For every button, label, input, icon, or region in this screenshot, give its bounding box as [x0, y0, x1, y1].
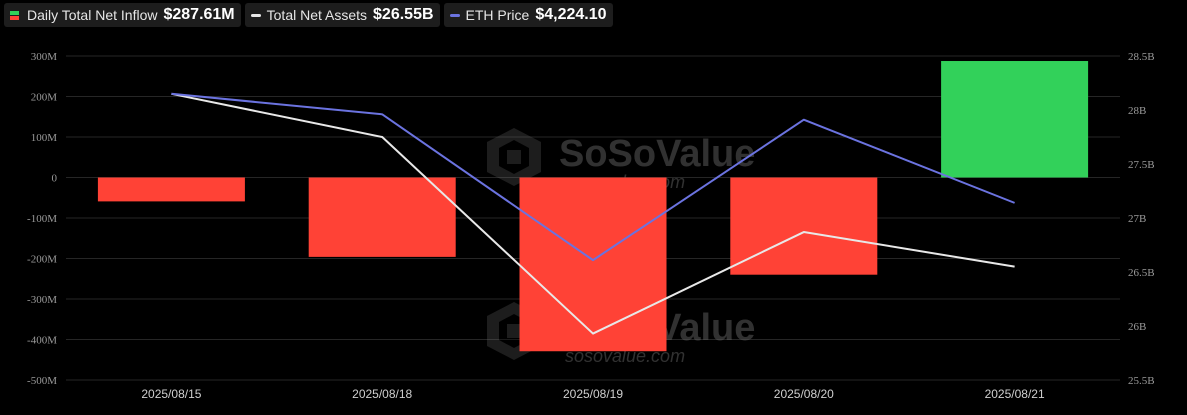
x-tick-label: 2025/08/19: [563, 387, 623, 401]
eth-swatch-icon: [449, 13, 460, 17]
left-tick-label: 300M: [31, 51, 58, 63]
bar-series: [97, 61, 1089, 352]
x-tick-label: 2025/08/15: [141, 387, 201, 401]
left-tick-label: -200M: [27, 254, 57, 266]
x-tick-label: 2025/08/21: [985, 387, 1045, 401]
left-tick-label: 0: [52, 173, 58, 185]
right-tick-label: 28B: [1128, 105, 1146, 117]
inflow-bar: [941, 61, 1089, 178]
left-tick-label: -300M: [27, 294, 57, 306]
inflow-bar: [308, 177, 456, 257]
right-tick-label: 26B: [1128, 321, 1146, 333]
legend-inflow-value: $287.61M: [163, 6, 235, 23]
x-tick-label: 2025/08/20: [774, 387, 834, 401]
legend-assets-value: $26.55B: [373, 6, 434, 23]
right-tick-label: 28.5B: [1128, 51, 1155, 63]
watermark-logo-icon: [487, 128, 541, 186]
right-tick-label: 27B: [1128, 213, 1146, 225]
net-assets-line: [171, 92, 1015, 335]
inflow-bar: [730, 177, 878, 275]
line-series: [171, 92, 1015, 335]
inflow-bar: [97, 177, 245, 202]
left-tick-label: 100M: [31, 132, 58, 144]
legend-inflow[interactable]: Daily Total Net Inflow $287.61M: [4, 3, 241, 27]
assets-swatch-icon: [250, 13, 261, 17]
left-tick-label: -400M: [27, 335, 57, 347]
right-tick-label: 26.5B: [1128, 267, 1155, 279]
left-tick-label: -100M: [27, 213, 57, 225]
legend-assets[interactable]: Total Net Assets $26.55B: [244, 3, 440, 27]
right-tick-label: 25.5B: [1128, 375, 1155, 387]
legend-inflow-label: Daily Total Net Inflow: [27, 7, 158, 23]
inflow-swatch-icon: [10, 10, 19, 20]
legend-assets-label: Total Net Assets: [266, 7, 368, 23]
eth-price-line: [171, 92, 1015, 262]
chart-legend: Daily Total Net Inflow $287.61M Total Ne…: [4, 3, 613, 27]
legend-eth[interactable]: ETH Price $4,224.10: [443, 3, 613, 27]
inflow-bar: [519, 177, 667, 352]
right-tick-label: 27.5B: [1128, 159, 1155, 171]
x-tick-label: 2025/08/18: [352, 387, 412, 401]
left-tick-label: -500M: [27, 375, 57, 387]
legend-eth-value: $4,224.10: [535, 6, 607, 23]
watermark-brand: SoSoValue: [559, 133, 755, 175]
axis-labels: 300M 200M 100M 0 -100M -200M -300M -400M -500M 28…: [27, 51, 1155, 401]
left-tick-label: 200M: [31, 92, 58, 104]
legend-eth-label: ETH Price: [465, 7, 530, 23]
